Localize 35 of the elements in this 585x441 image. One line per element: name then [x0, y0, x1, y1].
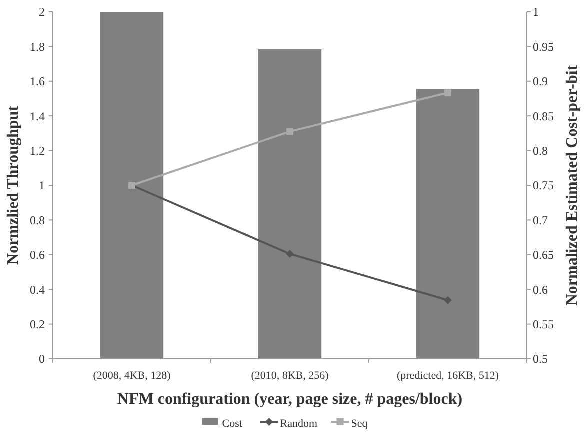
y-tick-label: 0.8: [30, 213, 45, 228]
legend-label: Seq: [351, 418, 368, 430]
point: [444, 296, 452, 304]
y-tick-label: 0.6: [30, 248, 45, 262]
x-axis-title: NFM configuration (year, page size, # pages/block): [117, 391, 463, 408]
y-tick-label: 0.4: [30, 282, 45, 297]
y2-tick-label: 0.7: [533, 213, 548, 228]
y-tick-label: 1: [39, 178, 45, 193]
legend-label: Random: [280, 418, 318, 430]
point: [286, 128, 294, 136]
y-axis-title: Normzlied Throughput: [5, 105, 22, 265]
y2-tick-label: 0.75: [533, 178, 554, 193]
x-tick-label: (2010, 8KB, 256): [251, 370, 330, 382]
y-tick-label: 0: [39, 352, 45, 366]
y2-tick-label: 0.5: [533, 352, 548, 366]
y-tick-label: 0.2: [30, 318, 45, 332]
y-tick-label: 1.6: [30, 74, 45, 89]
y-tick-label: 1.8: [30, 40, 45, 54]
y2-tick-label: 0.85: [533, 109, 554, 124]
y2-tick-label: 0.6: [533, 282, 548, 297]
y-tick-label: 2: [39, 5, 45, 20]
y-tick-label: 1.2: [30, 144, 45, 158]
y2-tick-label: 1: [533, 5, 539, 20]
x-tick-label: (predicted, 16KB, 512): [396, 370, 500, 382]
y2-tick-label: 0.8: [533, 144, 548, 158]
y2-tick-label: 0.95: [533, 40, 554, 54]
legend-label: Cost: [222, 418, 242, 430]
y2-axis-title: Normalized Estimated Cost-per-bit: [564, 64, 581, 306]
point: [444, 89, 452, 96]
point: [286, 250, 294, 258]
x-tick-label: (2008, 4KB, 128): [93, 370, 172, 382]
y2-tick-label: 0.55: [533, 318, 554, 332]
y2-tick-label: 0.65: [533, 248, 554, 262]
y-tick-label: 1.4: [30, 109, 45, 124]
y2-tick-label: 0.9: [533, 74, 548, 89]
